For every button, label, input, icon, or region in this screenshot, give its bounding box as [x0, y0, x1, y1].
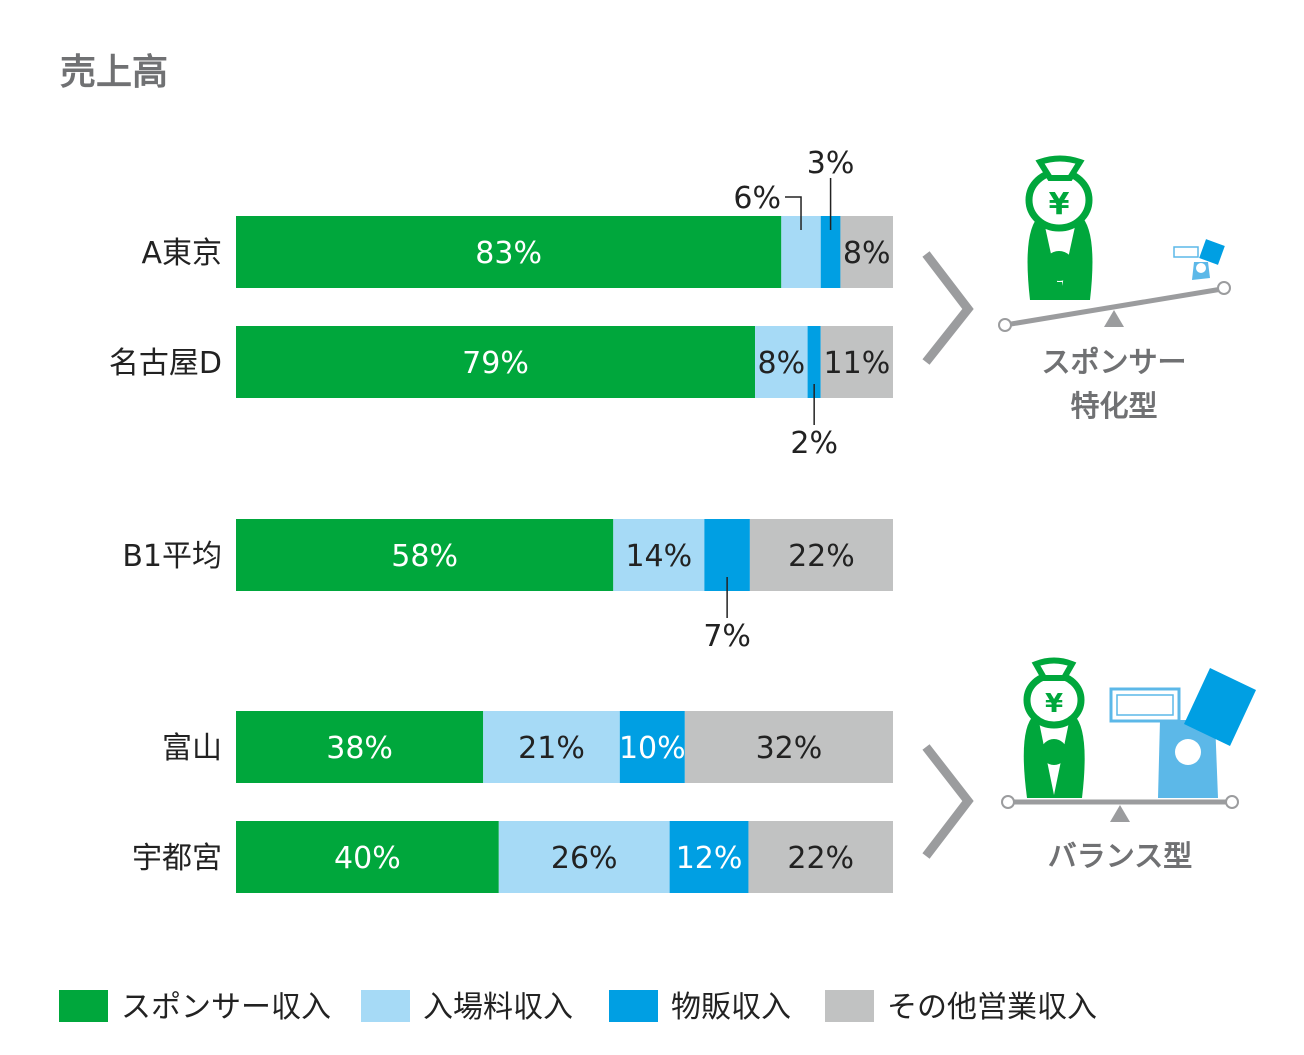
bar-segment — [483, 711, 620, 783]
category-label: A東京 — [141, 236, 222, 271]
balance-type-label: バランス型 — [1048, 839, 1192, 873]
data-label: 7% — [703, 619, 751, 654]
jersey-icon — [1184, 668, 1256, 746]
leader-line — [785, 196, 802, 230]
legend-label: スポンサー収入 — [121, 990, 331, 1025]
bar-segment — [236, 821, 499, 893]
bar-segment — [613, 519, 705, 591]
data-label: 58% — [391, 539, 458, 574]
basketball-icon — [1225, 795, 1239, 809]
bar-segment — [236, 519, 614, 591]
balance-seesaw-illustration: ¥ バランス型 — [1001, 657, 1256, 873]
jersey-icon — [1199, 239, 1225, 265]
data-label: 14% — [625, 539, 692, 574]
category-label: 名古屋D — [109, 346, 222, 381]
data-label: 8% — [758, 346, 806, 381]
data-label: 2% — [790, 426, 838, 461]
data-label: 22% — [787, 841, 854, 876]
sponsor-type-label: 特化型 — [1070, 389, 1157, 423]
bar-segment — [840, 216, 893, 288]
legend: スポンサー収入 入場料収入 物販収入 その他営業収入 — [59, 990, 1097, 1025]
chevron-right-icon — [922, 251, 974, 365]
bar-segment — [236, 216, 782, 288]
bar-segment — [236, 711, 484, 783]
category-label: 富山 — [162, 731, 222, 766]
yen-icon: ¥ — [1045, 689, 1063, 719]
bar-segment — [820, 216, 841, 288]
data-label: 32% — [756, 731, 823, 766]
ticket-icon — [1109, 687, 1181, 723]
legend-swatch — [361, 990, 410, 1022]
data-label: 3% — [807, 146, 855, 181]
basketball-icon — [1001, 795, 1015, 809]
data-label: 83% — [475, 236, 542, 271]
data-label: 26% — [551, 841, 618, 876]
bar-segment — [498, 821, 670, 893]
bar-segment — [820, 326, 893, 398]
data-label: 21% — [518, 731, 585, 766]
chevron-right-icon — [922, 744, 974, 859]
bar-segment — [619, 711, 685, 783]
bar-segment — [669, 821, 749, 893]
legend-label: 物販収入 — [671, 990, 791, 1025]
basketball-icon — [1217, 281, 1231, 295]
sponsor-type-label: スポンサー — [1041, 345, 1186, 379]
legend-swatch — [825, 990, 874, 1022]
yen-icon: ¥ — [1049, 187, 1070, 222]
legend-swatch — [609, 990, 658, 1022]
legend-label: その他営業収入 — [887, 990, 1097, 1025]
bar-segment — [748, 821, 893, 893]
basketball-icon — [998, 318, 1012, 332]
data-label: 79% — [462, 346, 529, 381]
bar-segment — [807, 326, 821, 398]
bar-segment — [684, 711, 893, 783]
sponsor-seesaw-illustration: ¥ スポンサー 特化型 — [998, 155, 1231, 423]
data-label: 12% — [676, 841, 743, 876]
data-label: 8% — [843, 236, 891, 271]
chart-title: 売上高 — [60, 52, 168, 93]
bar-segment — [236, 326, 756, 398]
data-label: 6% — [733, 181, 781, 216]
category-label: 宇都宮 — [132, 841, 222, 876]
bar-segment — [749, 519, 893, 591]
category-label: B1平均 — [122, 539, 222, 574]
legend-label: 入場料収入 — [423, 990, 573, 1025]
legend-swatch — [59, 990, 108, 1022]
ticket-icon — [1173, 246, 1199, 258]
data-label: 38% — [326, 731, 393, 766]
data-label: 40% — [334, 841, 401, 876]
bar-segment — [755, 326, 808, 398]
data-label: 10% — [619, 731, 686, 766]
data-label: 11% — [824, 346, 891, 381]
data-label: 22% — [788, 539, 855, 574]
